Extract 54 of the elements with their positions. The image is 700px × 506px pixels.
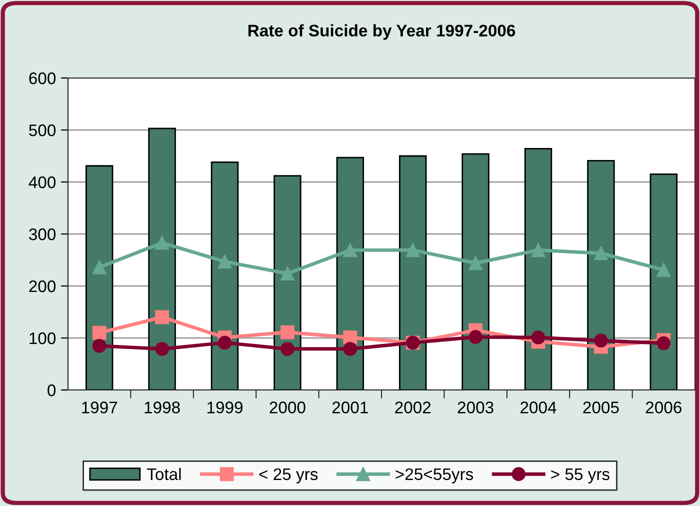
bar — [210, 162, 239, 390]
point — [343, 243, 358, 258]
x-tick-label: 2003 — [458, 402, 494, 414]
point — [218, 254, 232, 269]
point — [280, 266, 294, 280]
point — [155, 310, 169, 324]
bar — [650, 174, 678, 390]
point — [343, 330, 358, 344]
legend-label: Total — [146, 468, 181, 480]
legend-label: < 25 yrs — [259, 468, 318, 484]
legend-label: > 55 yrs — [551, 468, 610, 484]
point — [155, 236, 169, 250]
point — [92, 338, 106, 353]
point — [531, 330, 546, 344]
legend-label: >25<55yrs — [396, 468, 474, 484]
x-tick-label: 2000 — [270, 402, 306, 414]
bar — [148, 128, 176, 390]
bar — [462, 153, 490, 390]
bar — [85, 165, 114, 390]
y-tick-label: 300 — [29, 228, 56, 240]
y-tick-label: 200 — [29, 280, 56, 292]
x-tick-label: 2006 — [646, 402, 682, 414]
bar — [398, 155, 427, 390]
point — [343, 342, 358, 356]
bar — [524, 148, 552, 390]
y-tick-label: 500 — [29, 124, 56, 136]
y-tick-label: 600 — [29, 72, 56, 84]
point — [656, 262, 671, 277]
point — [92, 326, 106, 340]
x-tick-label: 1999 — [207, 402, 242, 414]
point — [218, 336, 232, 350]
point — [155, 342, 169, 356]
bar — [336, 156, 364, 390]
y-tick-label: 0 — [48, 384, 56, 396]
point — [280, 342, 294, 356]
x-tick-label: 2002 — [395, 402, 431, 414]
point — [656, 336, 671, 350]
point — [531, 243, 546, 258]
point — [594, 334, 608, 348]
point — [468, 256, 482, 270]
point — [280, 325, 294, 340]
x-tick-label: 2004 — [520, 402, 556, 414]
y-tick-label: 400 — [28, 176, 56, 188]
chart-title: Rate of Suicide by Year 1997-2006 — [248, 24, 516, 40]
point — [406, 243, 420, 258]
point — [92, 260, 106, 274]
x-tick-label: 2005 — [583, 402, 619, 414]
bar — [587, 160, 615, 390]
x-tick-label: 1997 — [82, 402, 118, 414]
point — [468, 330, 482, 344]
point — [594, 246, 608, 260]
x-tick-label: 1998 — [144, 402, 180, 414]
x-tick-label: 2001 — [332, 402, 368, 414]
y-tick-label: 100 — [30, 332, 56, 344]
